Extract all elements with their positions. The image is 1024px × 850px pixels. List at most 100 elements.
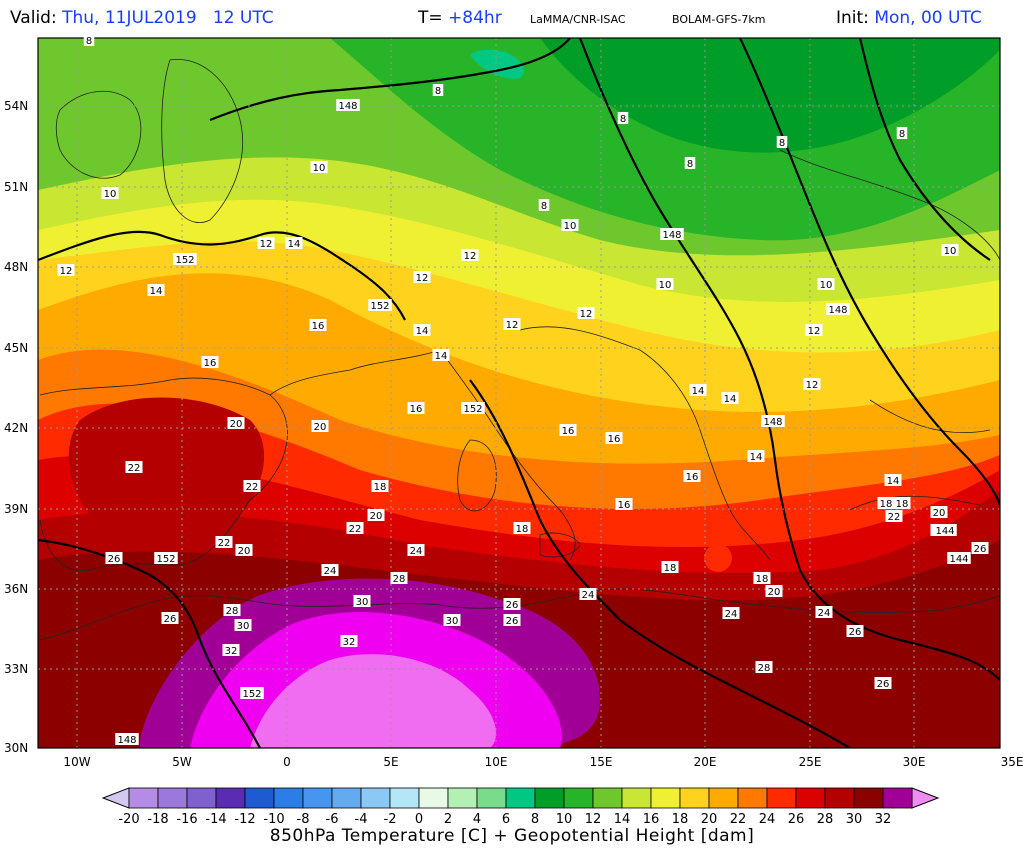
temperature-contour-label: 12 <box>257 237 275 250</box>
temperature-contour-label: 26 <box>105 552 123 565</box>
svg-text:28: 28 <box>226 606 239 617</box>
temperature-contour-label: 14 <box>689 384 707 397</box>
svg-text:12: 12 <box>806 380 819 391</box>
svg-text:12: 12 <box>580 309 593 320</box>
colorbar-swatch <box>128 787 159 809</box>
temperature-contour-label: 24 <box>407 544 425 557</box>
svg-text:152: 152 <box>463 404 482 415</box>
temperature-contour-label: 26 <box>161 612 179 625</box>
svg-text:16: 16 <box>312 321 325 332</box>
svg-text:26: 26 <box>974 544 987 555</box>
lat-label: 36N <box>4 582 29 596</box>
colorbar-label: 10 <box>555 812 573 827</box>
svg-text:26: 26 <box>877 679 890 690</box>
contour-148-west <box>38 230 406 321</box>
svg-text:32: 32 <box>343 637 356 648</box>
temperature-contour-label: 18 <box>513 522 531 535</box>
lon-label: 0 <box>283 755 291 769</box>
temperature-contour-label: 14 <box>147 284 165 297</box>
temperature-contour-label: 18 <box>661 561 679 574</box>
temperature-contour-label: 14 <box>285 237 303 250</box>
temperature-contour-label: 26 <box>503 614 521 627</box>
colorbar-label: -12 <box>234 812 256 827</box>
colorbar-swatch <box>563 787 594 809</box>
lat-label: 48N <box>4 260 29 274</box>
svg-text:18: 18 <box>374 482 387 493</box>
contour-144 <box>739 38 1000 506</box>
temperature-contour-label: 18 <box>893 497 911 510</box>
geopotential-contour-label: 144 <box>947 552 971 565</box>
svg-text:10: 10 <box>104 189 117 200</box>
svg-text:16: 16 <box>618 500 631 511</box>
svg-text:24: 24 <box>725 609 738 620</box>
geopotential-contour-label: 148 <box>826 303 850 316</box>
colorbar-label: 14 <box>613 812 631 827</box>
temperature-contour-label: 10 <box>310 161 328 174</box>
svg-text:30: 30 <box>446 616 459 627</box>
colorbar-label: 28 <box>816 812 834 827</box>
svg-text:20: 20 <box>238 546 251 557</box>
temperature-contour-label: 30 <box>443 614 461 627</box>
svg-text:26: 26 <box>849 627 862 638</box>
svg-text:12: 12 <box>506 320 519 331</box>
svg-text:8: 8 <box>687 159 693 170</box>
temperature-contour-label: 8 <box>432 84 444 97</box>
temperature-contour-label: 14 <box>884 474 902 487</box>
temperature-contour-label: 14 <box>721 392 739 405</box>
svg-text:12: 12 <box>808 326 821 337</box>
lon-label: 10W <box>63 755 91 769</box>
colorbar-swatch <box>186 787 217 809</box>
temperature-contour-label: 16 <box>309 319 327 332</box>
colorbar-label: 30 <box>845 812 863 827</box>
svg-text:24: 24 <box>582 590 595 601</box>
temperature-contour-label: 12 <box>577 307 595 320</box>
model-name: BOLAM-GFS-7km <box>672 13 766 26</box>
geopotential-contour-label: 152 <box>173 253 197 266</box>
temperature-contour-label: 16 <box>605 432 623 445</box>
svg-text:148: 148 <box>662 230 681 241</box>
forecast-hour-value: +84hr <box>448 8 502 28</box>
lon-label: 10E <box>484 755 508 769</box>
colorbar-label: 6 <box>501 812 511 827</box>
svg-text:30: 30 <box>356 597 369 608</box>
map-frame <box>37 37 1001 749</box>
valid-time: Valid: Thu, 11JUL2019 12 UTC <box>10 8 274 28</box>
svg-text:148: 148 <box>763 417 782 428</box>
contour-148-east <box>578 38 1000 681</box>
colorbar-label: 2 <box>443 812 453 827</box>
temperature-contour-label: 12 <box>805 324 823 337</box>
temperature-contour-label: 10 <box>941 244 959 257</box>
lat-label: 30N <box>4 741 29 755</box>
temperature-contour-label: 20 <box>367 509 385 522</box>
colorbar-label: 8 <box>530 812 540 827</box>
svg-text:152: 152 <box>156 554 175 565</box>
svg-text:18: 18 <box>880 499 893 510</box>
init-time: Init: Mon, 00 UTC <box>836 8 982 28</box>
contour-152 <box>38 538 261 748</box>
forecast-hour-label: T= <box>418 8 443 28</box>
colorbar-swatch <box>389 787 420 809</box>
svg-text:20: 20 <box>768 587 781 598</box>
svg-text:14: 14 <box>724 394 737 405</box>
temperature-contour-label: 12 <box>803 378 821 391</box>
svg-text:10: 10 <box>944 246 957 257</box>
lat-label: 39N <box>4 502 29 516</box>
temperature-contour-label: 10 <box>817 278 835 291</box>
temperature-contour-label: 24 <box>722 607 740 620</box>
temperature-contour-label: 16 <box>559 424 577 437</box>
temperature-contour-label: 10 <box>101 187 119 200</box>
svg-text:8: 8 <box>899 129 905 140</box>
temperature-contour-label: 14 <box>747 450 765 463</box>
svg-text:28: 28 <box>393 574 406 585</box>
band-32b <box>250 654 496 748</box>
temperature-contour-label: 12 <box>413 271 431 284</box>
lat-label: 33N <box>4 662 29 676</box>
temperature-contour-label: 28 <box>755 661 773 674</box>
geopotential-contour-label: 152 <box>154 552 178 565</box>
colorbar-swatch <box>476 787 507 809</box>
geopotential-contour-label: 148 <box>336 99 360 112</box>
temperature-contour-label: 28 <box>223 604 241 617</box>
temperature-contour-label: 8 <box>617 112 629 125</box>
geopotential-contour-label: 144 <box>933 524 957 537</box>
temperature-contour-label: 26 <box>874 677 892 690</box>
